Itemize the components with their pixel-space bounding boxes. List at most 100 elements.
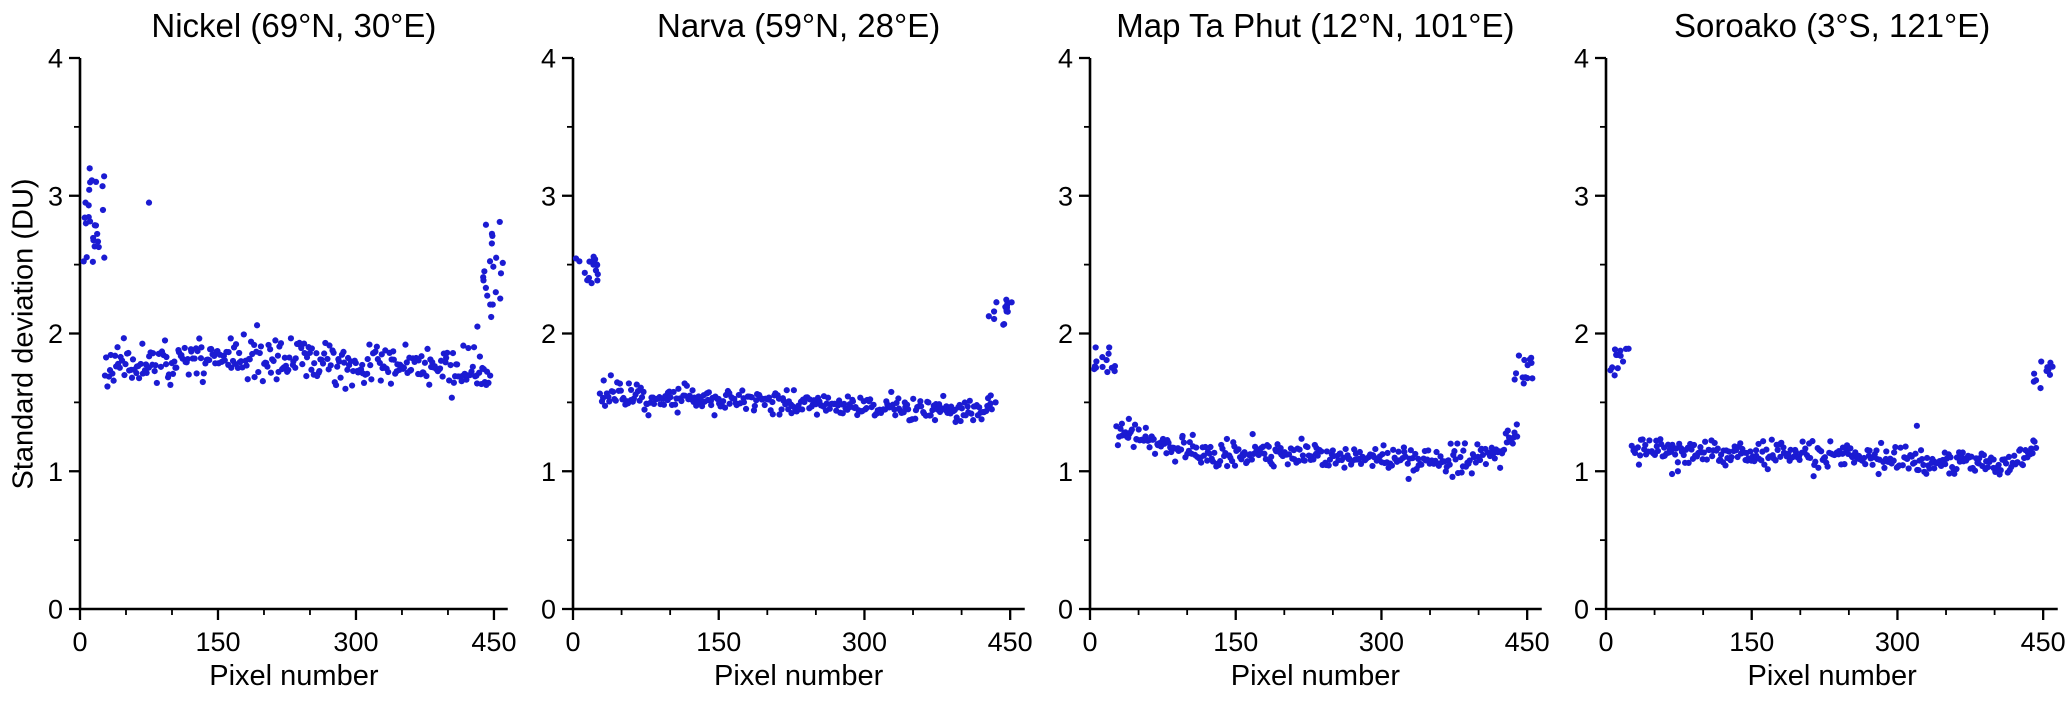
data-point <box>267 369 275 376</box>
data-point <box>1145 444 1153 451</box>
data-point <box>1436 453 1444 460</box>
data-point <box>342 385 349 392</box>
data-point <box>251 341 258 349</box>
data-point <box>196 335 203 342</box>
data-point <box>337 374 344 381</box>
data-point <box>1620 358 1627 365</box>
data-point <box>403 359 410 366</box>
data-point <box>1240 449 1248 456</box>
data-point <box>966 397 973 404</box>
data-point <box>1265 443 1272 450</box>
data-point <box>616 380 623 387</box>
data-point <box>1702 438 1709 445</box>
data-point <box>299 361 306 368</box>
data-point <box>1701 449 1708 456</box>
data-point <box>683 382 690 389</box>
data-point <box>484 292 491 299</box>
data-point <box>1150 436 1157 443</box>
data-point <box>468 368 475 375</box>
data-point <box>939 392 947 400</box>
data-point <box>1807 454 1814 462</box>
data-point <box>596 390 603 397</box>
data-point <box>1897 444 1904 451</box>
data-point <box>1972 467 1979 474</box>
data-point <box>86 165 93 172</box>
data-point <box>1189 431 1196 438</box>
data-point <box>198 344 205 351</box>
data-point <box>1231 462 1238 469</box>
data-point <box>1301 457 1308 464</box>
data-point <box>783 387 790 394</box>
data-point <box>1411 450 1418 458</box>
data-point <box>387 380 395 387</box>
data-point <box>221 357 228 364</box>
data-point <box>1479 451 1486 459</box>
data-point <box>86 186 93 193</box>
data-point <box>641 406 648 413</box>
data-point <box>151 368 158 375</box>
x-tick-label: 150 <box>1729 627 1774 657</box>
data-point <box>1414 455 1421 462</box>
data-point <box>1985 464 1992 471</box>
data-point <box>958 405 965 412</box>
data-point <box>296 339 303 347</box>
data-point <box>1456 454 1463 461</box>
data-point <box>625 380 632 387</box>
data-point <box>1763 446 1770 453</box>
data-point <box>240 331 247 338</box>
data-point <box>1914 422 1921 429</box>
data-point <box>496 218 503 226</box>
data-point <box>162 361 170 368</box>
data-point <box>267 346 274 353</box>
y-tick-label: 3 <box>1574 181 1589 211</box>
data-point <box>1758 457 1765 464</box>
data-point <box>273 376 280 383</box>
data-point <box>1612 346 1619 353</box>
data-point <box>1500 446 1507 453</box>
y-tick-label: 0 <box>541 595 556 625</box>
data-point <box>145 199 153 206</box>
data-point <box>1926 465 1933 472</box>
data-point <box>967 410 975 417</box>
data-point <box>1753 447 1760 454</box>
data-point <box>1646 437 1653 444</box>
chart-title: Nickel (69°N, 30°E) <box>151 7 437 44</box>
y-tick-label: 1 <box>1057 457 1072 487</box>
data-point <box>2029 450 2036 457</box>
data-point <box>300 340 308 347</box>
data-point <box>1091 363 1098 370</box>
data-point <box>103 354 110 361</box>
data-point <box>1491 455 1498 462</box>
data-point <box>748 394 755 401</box>
data-point <box>675 385 682 392</box>
data-point <box>476 369 483 376</box>
data-point <box>364 355 371 363</box>
data-point <box>104 383 111 390</box>
data-point <box>1685 459 1692 467</box>
data-point <box>1892 443 1899 451</box>
data-point <box>101 173 108 180</box>
x-tick-label: 0 <box>72 627 87 657</box>
data-point <box>327 362 334 369</box>
data-point <box>436 365 444 372</box>
axes-spines <box>1088 58 1542 611</box>
data-point <box>1883 448 1890 455</box>
data-point <box>208 345 215 353</box>
data-point <box>1924 454 1931 462</box>
data-point <box>891 412 899 419</box>
data-point <box>424 345 431 352</box>
data-point <box>1388 462 1395 469</box>
data-point <box>90 234 97 242</box>
data-point <box>1432 448 1440 456</box>
data-point <box>476 353 483 360</box>
data-point <box>171 358 178 365</box>
x-tick-label: 450 <box>2021 627 2066 657</box>
data-point <box>1466 457 1473 464</box>
y-tick-label: 2 <box>541 319 556 349</box>
data-point <box>485 379 492 386</box>
data-point <box>303 354 311 361</box>
data-point <box>1178 432 1186 440</box>
y-tick-label: 0 <box>1574 595 1589 625</box>
data-point <box>605 398 613 405</box>
data-point <box>1772 457 1779 464</box>
